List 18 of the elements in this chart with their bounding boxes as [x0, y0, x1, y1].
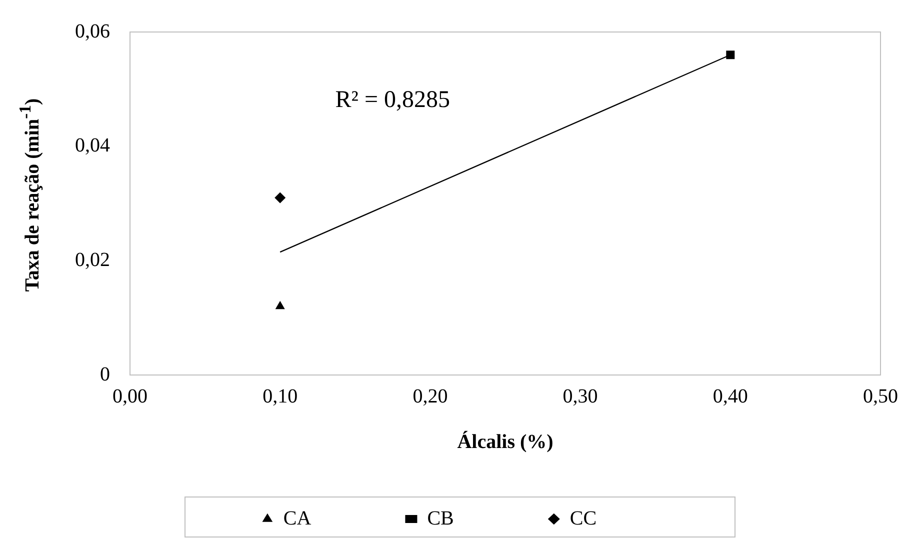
legend-label: CB	[427, 507, 534, 530]
y-tick-label: 0,04	[75, 134, 110, 157]
x-tick-label: 0,10	[262, 385, 298, 408]
point	[726, 50, 735, 60]
x-tick-label: 0,00	[112, 385, 148, 408]
y-tick-label: 0,02	[75, 248, 110, 271]
legend-label: CC	[570, 507, 677, 530]
point	[274, 192, 286, 204]
y-tick-label: 0,06	[75, 20, 110, 42]
annotation: R² = 0,8285	[335, 86, 450, 113]
x-axis-title: Álcalis (%)	[457, 430, 554, 454]
x-tick-label: 0,20	[412, 385, 448, 408]
x-tick-label: 0,40	[712, 385, 748, 408]
y-tick-label: 0	[100, 363, 110, 386]
point	[275, 300, 285, 310]
x-tick-label: 0,30	[562, 385, 598, 408]
x-tick-label: 0,50	[863, 385, 898, 408]
legend-label: CA	[283, 507, 392, 530]
